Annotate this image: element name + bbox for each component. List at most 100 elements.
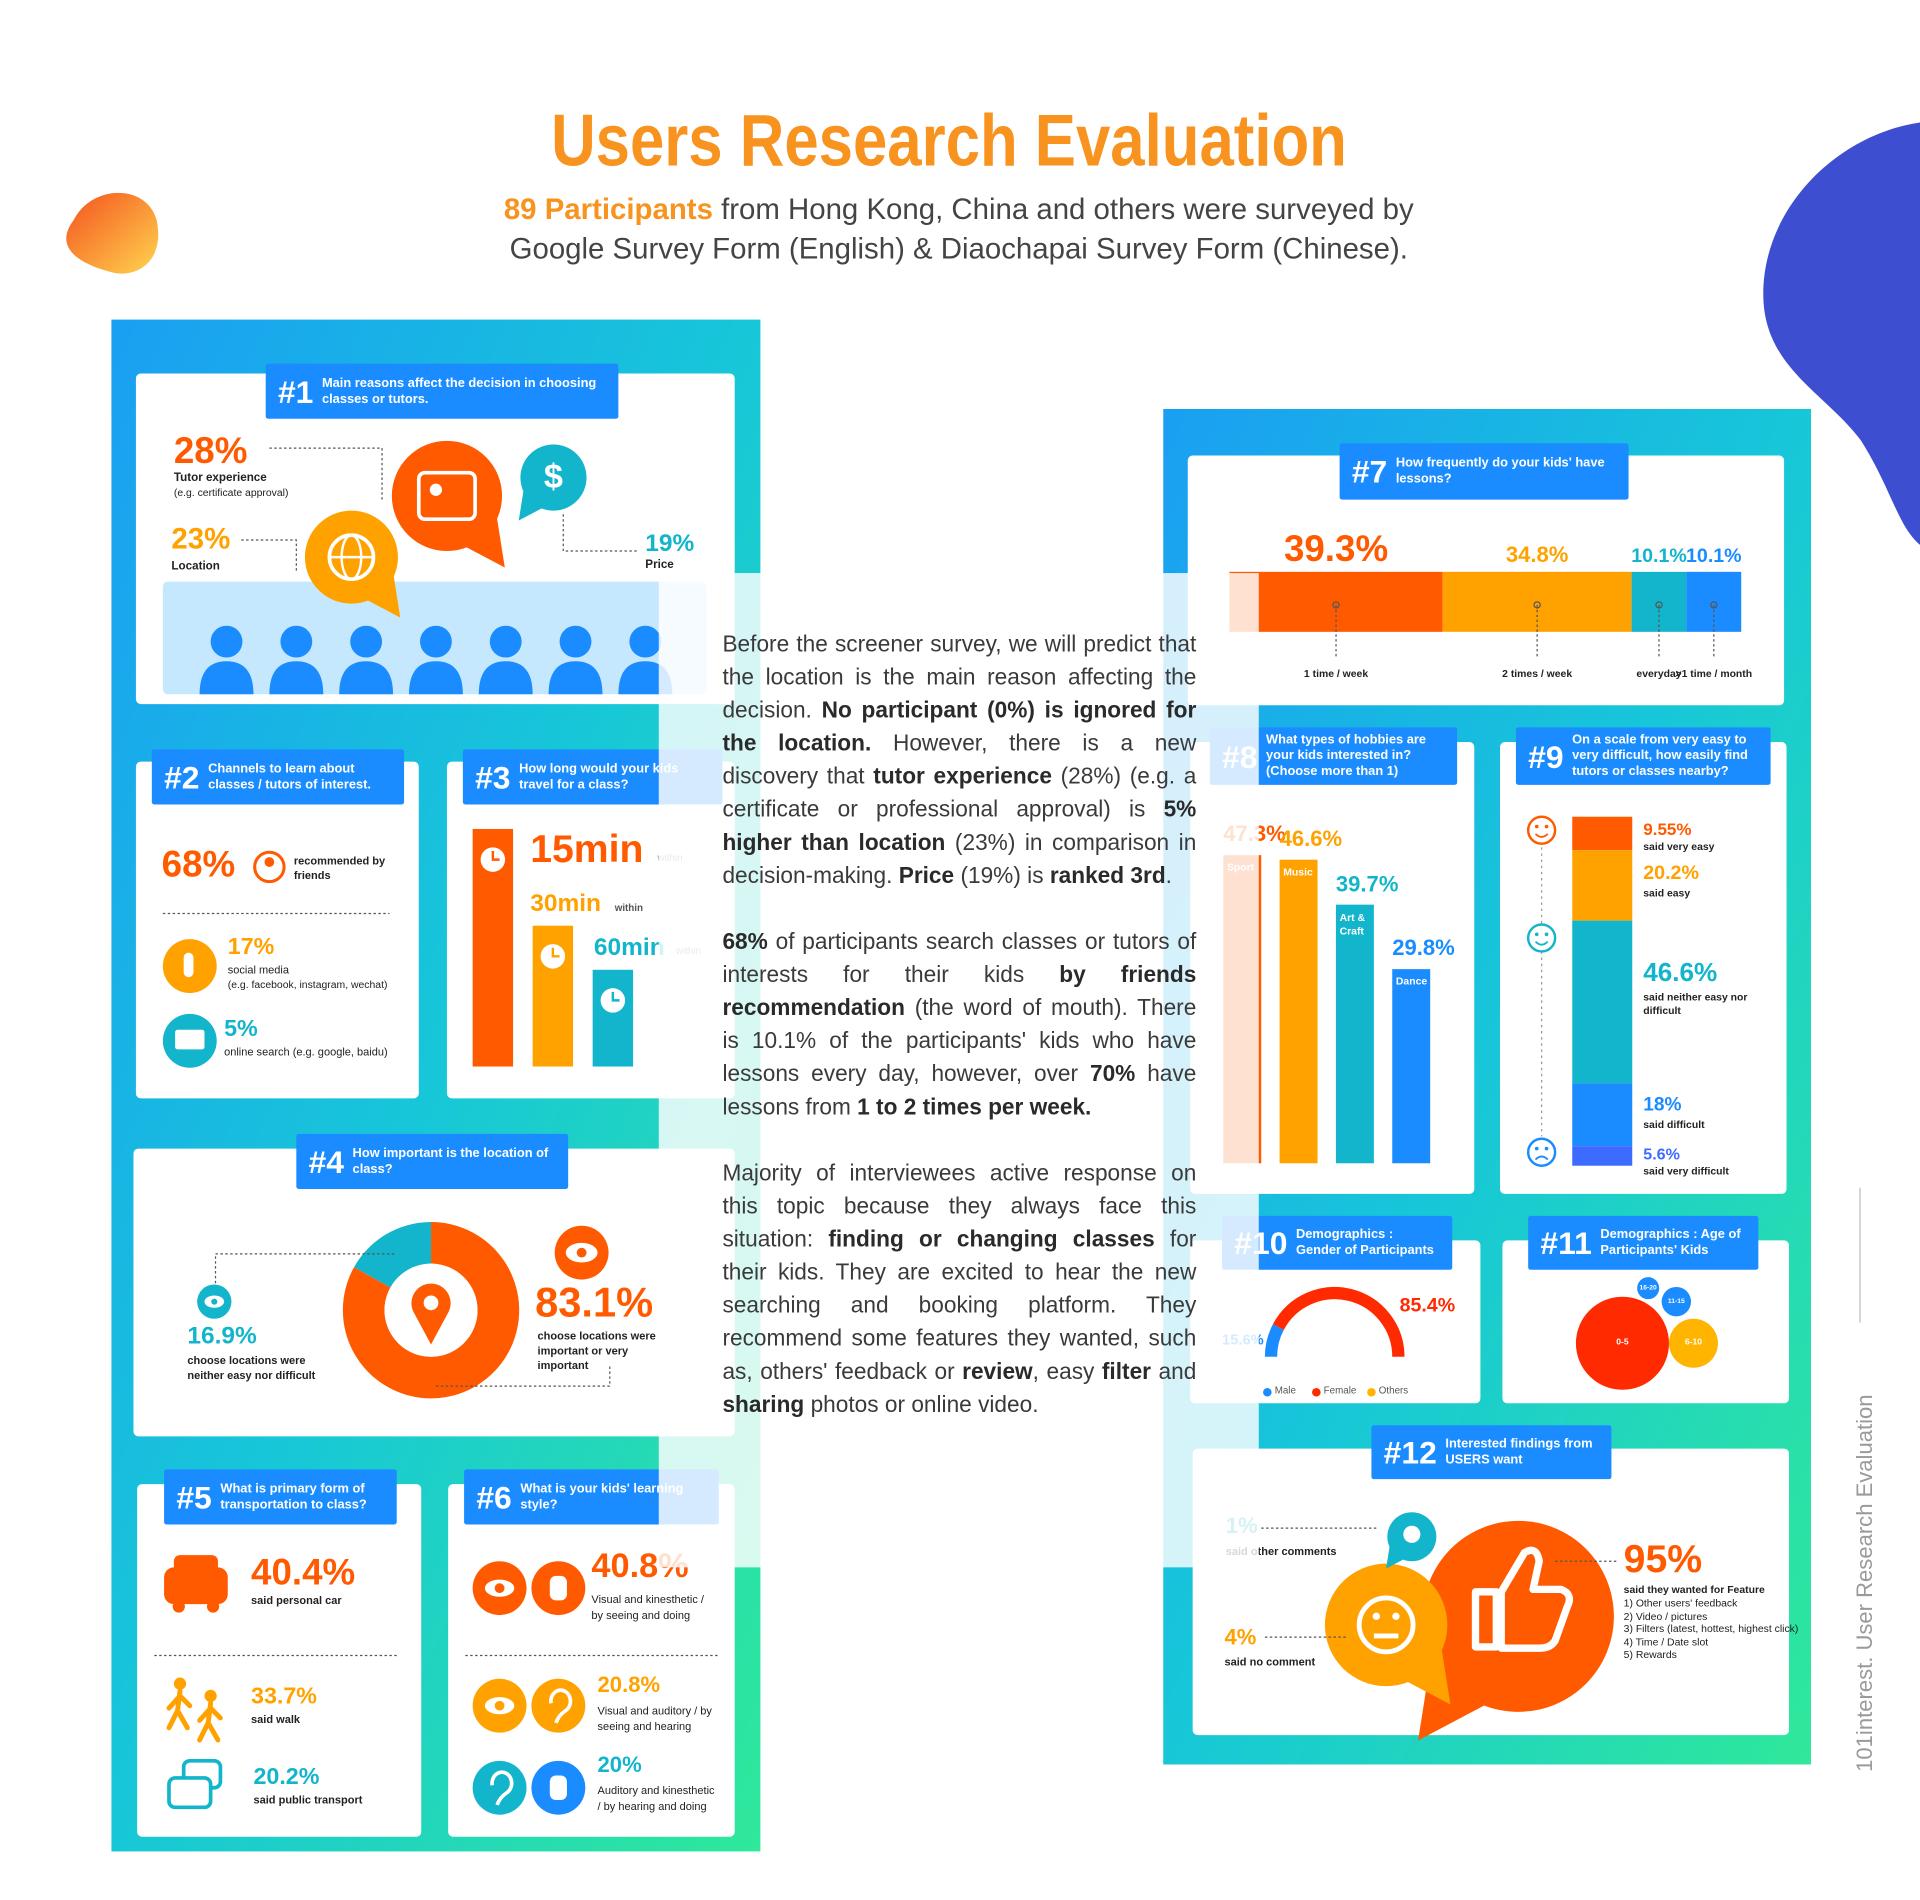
feature-item: 3) Filters (latest, hottest, highest cli… bbox=[1623, 1622, 1799, 1635]
text-run: photos or online video. bbox=[804, 1391, 1039, 1417]
touch-icon bbox=[183, 952, 194, 978]
eye-icon bbox=[576, 1247, 587, 1258]
question-number: #2 bbox=[164, 758, 200, 796]
friend-icon bbox=[264, 857, 275, 867]
person-icon bbox=[489, 625, 522, 658]
value-label: 5.6% bbox=[1643, 1144, 1680, 1163]
difficulty-segment bbox=[1572, 816, 1633, 851]
feature-item: 1) Other users' feedback bbox=[1623, 1596, 1738, 1609]
clock-icon bbox=[611, 991, 620, 1002]
stat-label: Visual and kinesthetic / by seeing and d… bbox=[591, 1593, 704, 1621]
age-bubble bbox=[1668, 1318, 1718, 1368]
emphasis: 68% bbox=[722, 928, 768, 954]
value-label: 39.7% bbox=[1335, 871, 1399, 897]
gender-arc bbox=[1272, 1286, 1405, 1357]
text-run: . bbox=[1165, 862, 1172, 888]
leader-dot bbox=[1332, 601, 1340, 609]
speech-bubble bbox=[520, 444, 587, 511]
person-icon bbox=[408, 661, 463, 695]
text-run: (19%) is bbox=[954, 862, 1050, 888]
eye-icon bbox=[211, 1298, 218, 1305]
stat-label: Auditory and kinesthetic / by hearing an… bbox=[597, 1784, 715, 1812]
pin-icon bbox=[411, 1283, 451, 1345]
id-card-icon bbox=[416, 470, 477, 522]
legend-swatch bbox=[1312, 1387, 1321, 1397]
highlight: 89 Participants bbox=[503, 193, 713, 227]
emphasis: No participant (0%) is ignored for the l… bbox=[722, 696, 1197, 756]
value-label: 39.3% bbox=[1283, 528, 1389, 570]
question-number: #4 bbox=[308, 1143, 344, 1180]
globe-icon bbox=[340, 533, 363, 581]
person-icon bbox=[269, 661, 324, 695]
hand-icon bbox=[549, 1575, 567, 1601]
person-icon bbox=[210, 625, 243, 658]
question-tab bbox=[1515, 727, 1771, 785]
stat-value: 17% bbox=[227, 934, 275, 960]
stat-note: within bbox=[614, 902, 643, 914]
value-label: 34.8% bbox=[1505, 542, 1569, 567]
age-bubble bbox=[1661, 1286, 1692, 1317]
question-text: Channels to learn about classes / tutors… bbox=[208, 761, 371, 792]
thumb-icon bbox=[1471, 1546, 1574, 1652]
difficulty-segment bbox=[1572, 1146, 1633, 1166]
stat-value: 30min bbox=[530, 890, 601, 918]
ear-icon bbox=[472, 1760, 527, 1815]
stat-label: said no comment bbox=[1224, 1655, 1316, 1668]
face-icon bbox=[1526, 1137, 1557, 1167]
person-icon bbox=[629, 625, 662, 658]
face-icon bbox=[1526, 923, 1557, 953]
speech-bubble bbox=[1324, 1563, 1448, 1687]
value-label: 46.6% bbox=[1643, 957, 1718, 988]
face-icon bbox=[1544, 824, 1549, 829]
legend-label: Male bbox=[1274, 1384, 1296, 1396]
person-icon bbox=[478, 661, 533, 695]
leader-dot bbox=[1533, 601, 1541, 609]
question-header: #2 Channels to learn about classes / tuto… bbox=[152, 749, 404, 804]
feature-item: 5) Rewards bbox=[1623, 1648, 1677, 1661]
question-tab bbox=[1528, 1215, 1759, 1270]
question-number: #1 bbox=[277, 372, 314, 410]
hobby-bar bbox=[1392, 969, 1431, 1164]
face-icon bbox=[1526, 815, 1557, 845]
question-header: #1 Main reasons affect the decision in ch… bbox=[266, 364, 619, 419]
face-icon bbox=[1534, 1146, 1539, 1151]
text-run: However, there is a new discovery that bbox=[722, 729, 1197, 789]
leader-dot bbox=[1710, 601, 1718, 609]
question-text: What types of hobbies are your kids inte… bbox=[1266, 732, 1427, 779]
person-icon bbox=[350, 625, 383, 658]
eye-icon bbox=[494, 1583, 505, 1594]
stat-label: said public transport bbox=[253, 1793, 363, 1807]
category-label: Music bbox=[1283, 865, 1313, 879]
text-run: have lessons from bbox=[722, 1060, 1197, 1120]
stat-label: Price bbox=[645, 558, 674, 572]
bubble-tail bbox=[457, 515, 505, 568]
question-tab bbox=[151, 749, 405, 805]
question-tab bbox=[296, 1133, 569, 1189]
value-label: 29.8% bbox=[1392, 936, 1455, 961]
text-run: of participants search classes or tutors… bbox=[722, 928, 1197, 987]
walk-icon bbox=[197, 1700, 223, 1743]
summary-text: Before the screener survey, we will pred… bbox=[722, 627, 1196, 1454]
question-tab bbox=[1371, 1425, 1612, 1480]
stat-value: 20.2% bbox=[253, 1764, 320, 1791]
question-text: Main reasons affect the decision in choo… bbox=[321, 375, 597, 406]
stat-value: 83.1% bbox=[535, 1279, 654, 1327]
question-text: Interested findings from USERS want bbox=[1445, 1436, 1593, 1467]
person-icon bbox=[339, 661, 394, 695]
friend-icon bbox=[253, 850, 286, 884]
question-header: #6 What is your kids' learning style? bbox=[464, 1469, 719, 1524]
stat-value: 33.7% bbox=[251, 1683, 317, 1710]
value-label: 10.1% bbox=[1686, 546, 1742, 567]
decor-blob bbox=[66, 192, 159, 274]
value-label: 18% bbox=[1643, 1094, 1682, 1116]
question-header: #3 How long would your kids travel for a … bbox=[463, 749, 723, 804]
leader-line bbox=[214, 1253, 395, 1284]
question-text: What is your kids' learning style? bbox=[520, 1481, 684, 1512]
difficulty-segment bbox=[1572, 850, 1633, 921]
question-number: #5 bbox=[176, 1478, 212, 1516]
stat-label: Visual and auditory / by seeing and hear… bbox=[597, 1704, 712, 1733]
hand-icon bbox=[549, 1775, 567, 1800]
stat-label: Tutor experience bbox=[173, 471, 267, 485]
emphasis: tutor experience bbox=[873, 762, 1052, 789]
